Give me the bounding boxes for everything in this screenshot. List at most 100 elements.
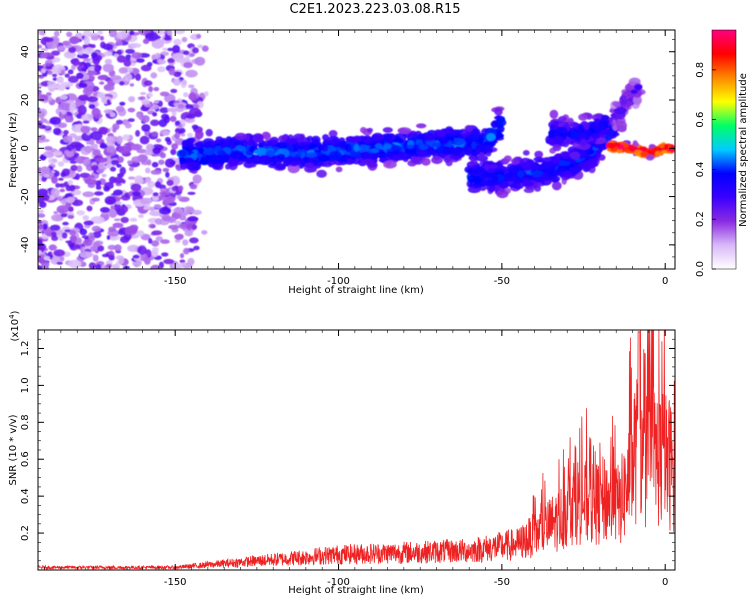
spectrogram-blob bbox=[80, 125, 90, 134]
spectrogram-blob bbox=[382, 127, 393, 133]
spectrogram-blob bbox=[257, 154, 272, 166]
spectrogram-blob bbox=[38, 193, 50, 201]
spectrogram-blob bbox=[103, 84, 115, 92]
spectrogram-blob bbox=[113, 189, 123, 196]
spectrogram-blob bbox=[197, 44, 204, 49]
spectrogram-blob bbox=[559, 160, 571, 166]
spectrogram-blob bbox=[136, 230, 145, 237]
spectrogram-blob bbox=[106, 263, 112, 269]
spectrogram-blob bbox=[90, 246, 97, 252]
spectrogram-blob bbox=[189, 53, 195, 57]
spectrogram-blob bbox=[152, 112, 158, 117]
spectrogram-blob bbox=[483, 140, 492, 146]
spectrogram-blob bbox=[152, 192, 159, 197]
spectrogram-blob bbox=[182, 50, 190, 56]
spectrogram-blob bbox=[355, 152, 362, 158]
spectrogram-blob bbox=[39, 30, 46, 36]
spectrogram-blob bbox=[569, 151, 581, 160]
y-tick-label: 1.0 bbox=[20, 377, 31, 393]
spectrogram-blob bbox=[121, 179, 126, 184]
spectrogram-blob bbox=[149, 210, 163, 217]
spectrogram-blob bbox=[174, 30, 185, 35]
spectrogram-blob bbox=[189, 107, 201, 117]
spectrogram-blob bbox=[179, 259, 186, 264]
spectrogram-blob bbox=[188, 84, 195, 89]
spectrogram-blob bbox=[148, 238, 153, 244]
spectrogram-blob bbox=[182, 239, 189, 246]
spectrogram-blob bbox=[533, 156, 545, 163]
spectrogram-blob bbox=[193, 245, 200, 251]
spectrogram-blob bbox=[164, 137, 171, 142]
spectrogram-blob bbox=[50, 188, 60, 198]
spectrogram-blob bbox=[52, 151, 63, 156]
spectrogram-blob bbox=[588, 127, 600, 134]
spectrogram-blob bbox=[616, 120, 627, 131]
spectrogram-blob bbox=[150, 72, 158, 79]
spectrogram-blob bbox=[135, 73, 141, 81]
spectrogram-blob bbox=[103, 186, 110, 192]
spectrogram-blob bbox=[160, 239, 170, 244]
spectrogram-blob bbox=[41, 176, 47, 182]
spectrogram-blob bbox=[127, 160, 133, 165]
spectrogram-blob bbox=[48, 244, 57, 251]
spectrogram-blob bbox=[45, 59, 53, 64]
spectrogram-blob bbox=[82, 191, 95, 198]
spectrogram-blob bbox=[328, 130, 338, 138]
spectrogram-blob bbox=[180, 133, 186, 137]
spectrogram-blob bbox=[393, 137, 403, 145]
spectrogram-blob bbox=[40, 52, 48, 59]
spectrogram-blob bbox=[582, 164, 591, 173]
spectrogram-blob bbox=[467, 186, 481, 194]
spectrogram-blob bbox=[44, 146, 53, 151]
spectrogram-blob bbox=[116, 156, 124, 164]
spectrogram-blob bbox=[523, 180, 535, 187]
spectrogram-blob bbox=[338, 137, 345, 143]
spectrogram-blob bbox=[496, 118, 507, 127]
spectrogram-blob bbox=[234, 132, 247, 141]
spectrogram-blob bbox=[60, 69, 66, 76]
spectrogram-blob bbox=[486, 133, 496, 142]
spectrogram-blob bbox=[161, 252, 169, 257]
spectrogram-blob bbox=[311, 135, 321, 144]
spectrogram-blob bbox=[316, 169, 327, 178]
spectrogram-blob bbox=[38, 209, 44, 214]
spectrogram-blob bbox=[115, 105, 125, 113]
spectrogram-blob bbox=[150, 264, 161, 269]
spectrogram-blob bbox=[47, 83, 60, 89]
spectrogram-blob bbox=[52, 73, 58, 78]
spectrogram-blob bbox=[62, 221, 69, 226]
spectrogram-blob bbox=[194, 56, 206, 66]
spectrogram-blob bbox=[93, 191, 104, 196]
spectrogram-blob bbox=[187, 257, 195, 266]
spectrogram-blob bbox=[551, 181, 562, 191]
spectrogram-blob bbox=[318, 154, 331, 162]
spectrogram-blob bbox=[47, 81, 56, 85]
spectrogram-blob bbox=[99, 143, 108, 149]
spectrogram-blob bbox=[56, 76, 64, 84]
spectrogram-blob bbox=[212, 163, 219, 169]
spectrogram-blob bbox=[153, 100, 159, 104]
spectrogram-blob bbox=[179, 156, 186, 162]
spectrogram-blob bbox=[83, 158, 91, 165]
spectrogram-blob bbox=[60, 213, 68, 218]
spectrogram-blob bbox=[81, 61, 86, 65]
spectrogram-blob bbox=[184, 230, 194, 237]
spectrogram-blob bbox=[150, 224, 156, 229]
spectrogram-blob bbox=[345, 136, 355, 143]
spectrogram-blob bbox=[119, 205, 129, 213]
spectrogram-blob bbox=[470, 135, 480, 141]
spectrogram-blob bbox=[38, 224, 44, 230]
spectrogram-blob bbox=[297, 149, 303, 157]
x-tick-label: -150 bbox=[164, 276, 187, 287]
spectrogram-blob bbox=[131, 52, 143, 59]
spectrogram-blob bbox=[176, 71, 182, 75]
spectrogram-blob bbox=[110, 159, 120, 166]
spectrogram-blob bbox=[179, 253, 185, 259]
spectrogram-blob bbox=[83, 220, 94, 226]
spectrogram-blob bbox=[92, 231, 102, 239]
spectrogram-blob bbox=[97, 245, 105, 252]
spectrogram-blob bbox=[127, 118, 135, 122]
spectrogram-blob bbox=[107, 244, 117, 251]
spectrogram-blob bbox=[628, 145, 635, 152]
spectrogram-blob bbox=[79, 228, 88, 236]
